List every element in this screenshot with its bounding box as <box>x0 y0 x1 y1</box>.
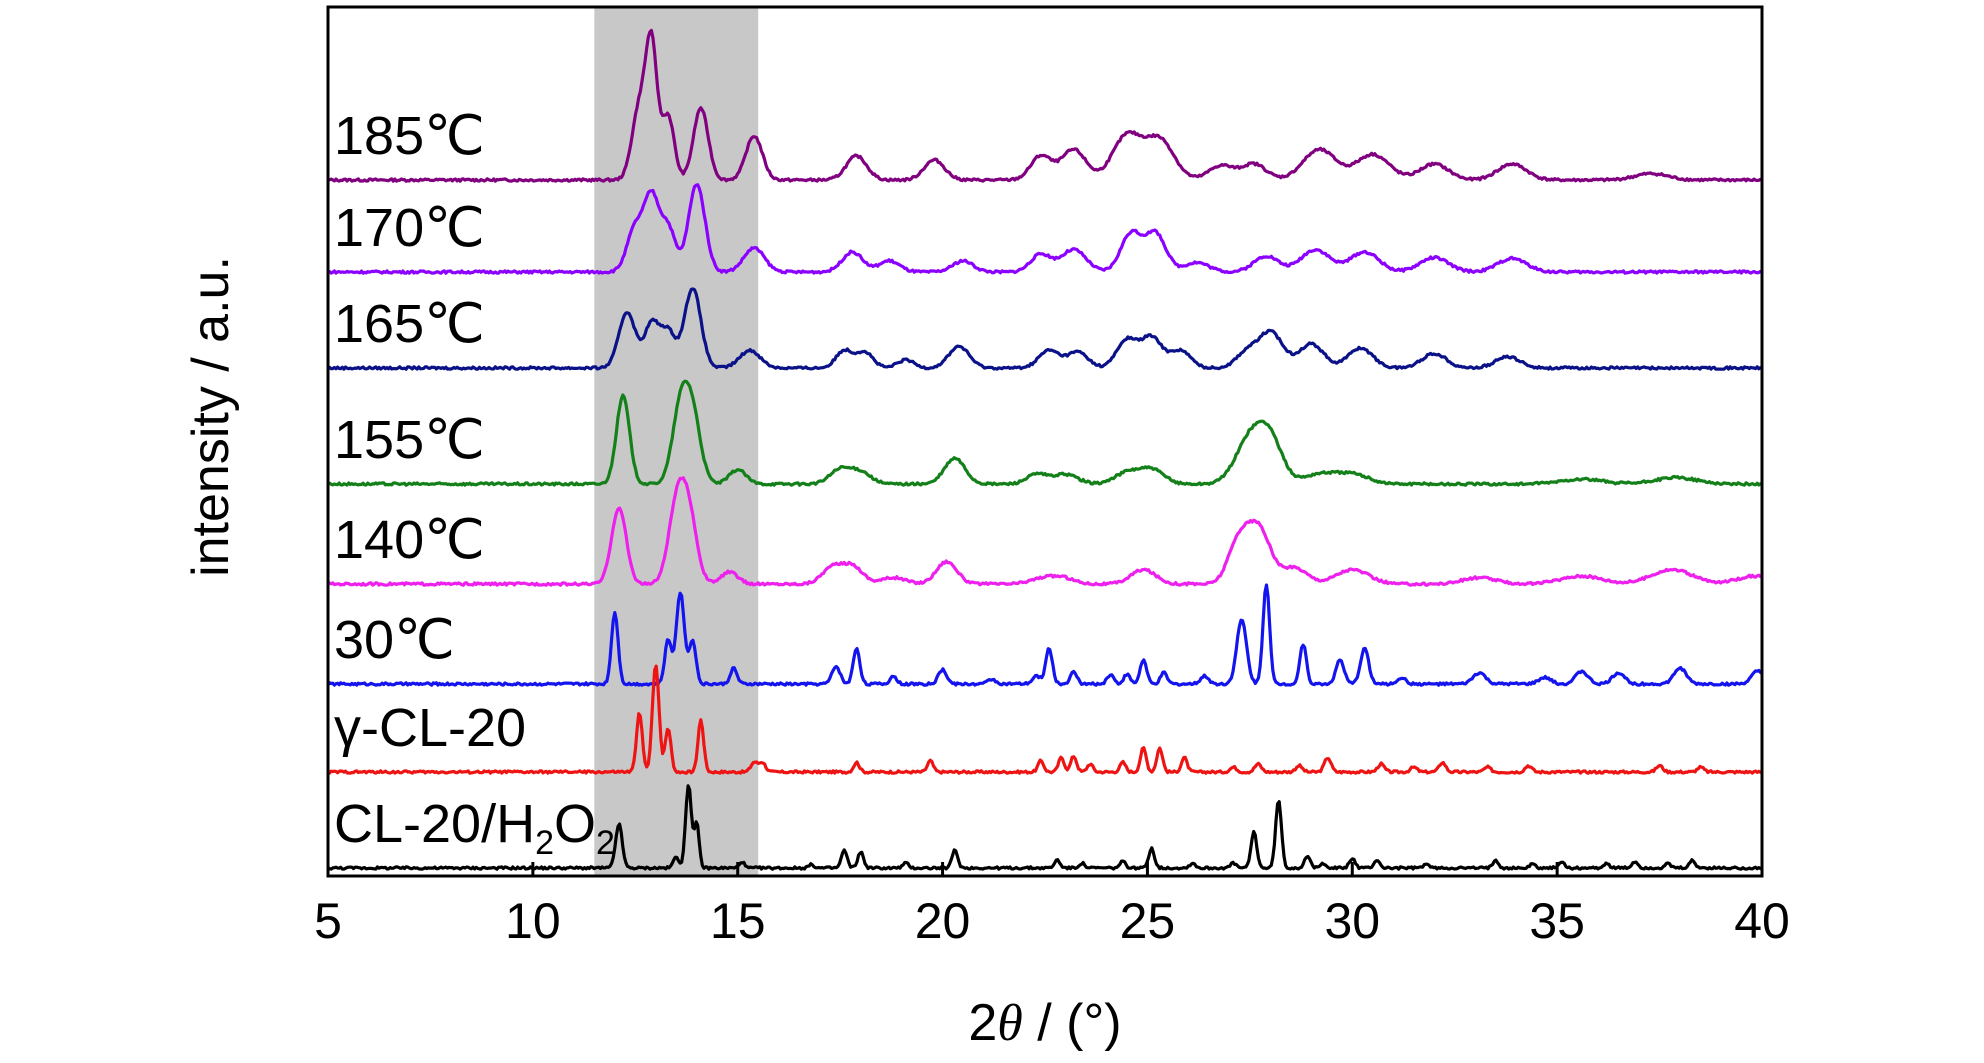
x-axis-title: 2θ / (°) <box>968 994 1121 1052</box>
plot-frame <box>326 5 1764 878</box>
y-axis-title: intensity / a.u. <box>182 256 240 577</box>
series-line <box>326 583 1763 687</box>
series-line <box>327 183 1763 275</box>
x-tick-label: 15 <box>710 893 766 949</box>
series-line <box>326 664 1763 775</box>
x-tick-label: 10 <box>505 893 561 949</box>
series-line <box>326 476 1763 587</box>
x-tick-label: 20 <box>915 893 971 949</box>
x-tick-label: 5 <box>314 893 342 949</box>
series-line <box>327 379 1763 487</box>
x-tick-label: 25 <box>1120 893 1176 949</box>
highlight-band <box>594 7 759 876</box>
x-tick-label: 35 <box>1529 893 1585 949</box>
x-tick-label: 30 <box>1324 893 1380 949</box>
x-axis: 5 10 15 20 25 30 35 40 <box>314 862 1790 949</box>
series-label: 170℃ <box>334 198 485 258</box>
series-label: γ-CL-20 <box>334 698 526 758</box>
series-line <box>327 28 1763 183</box>
series-label: 155℃ <box>334 410 485 470</box>
series-layer <box>326 28 1763 871</box>
series-labels: 185℃ 170℃ 165℃ 155℃ 140℃ 30℃ γ-CL-20 CL-20/H2O2 <box>334 106 615 862</box>
series-line <box>326 784 1763 871</box>
series-label: 165℃ <box>334 294 485 354</box>
series-label: 185℃ <box>334 106 485 166</box>
x-tick-label: 40 <box>1734 893 1790 949</box>
series-label: 30℃ <box>334 610 455 670</box>
series-label: CL-20/H2O2 <box>334 794 615 862</box>
series-label: 140℃ <box>334 510 485 570</box>
series-line <box>327 287 1763 371</box>
